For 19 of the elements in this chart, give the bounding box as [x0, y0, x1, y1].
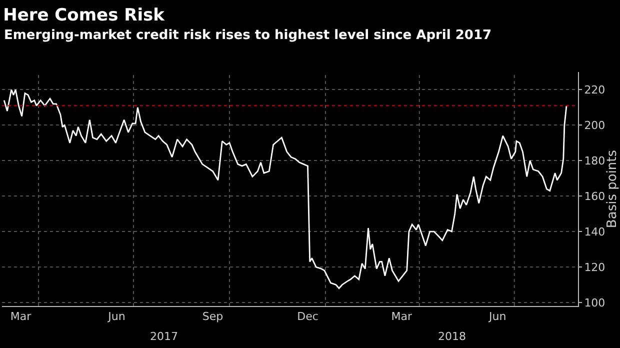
- y-tick-label: 200: [584, 119, 606, 132]
- line-series: [3, 89, 568, 289]
- chart-subtitle: Emerging-market credit risk rises to highest level since April 2017: [4, 28, 492, 43]
- x-tick-label: Jun: [107, 310, 126, 324]
- chart-title: Here Comes Risk: [3, 6, 166, 26]
- y-tick-label: 100: [584, 296, 606, 310]
- y-tick-label: 220: [584, 84, 606, 97]
- y-axis-title: Basis points: [605, 150, 620, 228]
- y-tick-label: 160: [584, 190, 606, 203]
- x-tick-label: Sep: [202, 310, 224, 324]
- y-tick-label: 120: [584, 260, 606, 274]
- text: 2018: [438, 330, 466, 343]
- x-tick-label: Mar: [391, 310, 412, 324]
- x-tick-label: Dec: [297, 310, 318, 324]
- y-tick-label: 140: [584, 225, 606, 238]
- x-tick-label: Mar: [10, 310, 32, 324]
- x-tick-label: Jun: [488, 310, 506, 324]
- y-tick-label: 180: [584, 154, 606, 168]
- text: 2017: [150, 330, 178, 343]
